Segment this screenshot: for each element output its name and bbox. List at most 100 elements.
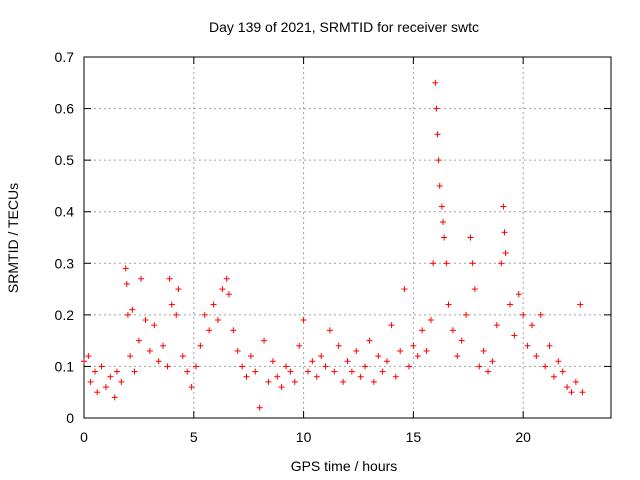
x-tick-labels: 0 5 10 15 20 bbox=[80, 429, 531, 445]
data-point bbox=[480, 347, 487, 354]
y-tick-labels: 0 0.1 0.2 0.3 0.4 0.5 0.6 0.7 bbox=[55, 49, 75, 426]
data-point bbox=[142, 317, 149, 324]
data-point bbox=[546, 342, 553, 349]
data-point bbox=[111, 394, 118, 401]
data-point bbox=[94, 389, 101, 396]
data-point bbox=[550, 373, 557, 380]
data-point bbox=[388, 322, 395, 329]
data-point bbox=[419, 327, 426, 334]
data-point bbox=[469, 260, 476, 267]
data-point bbox=[392, 373, 399, 380]
data-point bbox=[357, 373, 364, 380]
data-point bbox=[87, 378, 94, 385]
data-point bbox=[498, 260, 505, 267]
data-point bbox=[243, 373, 250, 380]
data-point bbox=[184, 368, 191, 375]
data-point bbox=[173, 311, 180, 318]
data-point bbox=[458, 337, 465, 344]
data-point bbox=[206, 327, 213, 334]
data-point bbox=[219, 286, 226, 293]
data-point bbox=[291, 378, 298, 385]
data-point bbox=[577, 301, 584, 308]
data-point bbox=[520, 311, 527, 318]
data-point bbox=[379, 368, 386, 375]
data-point bbox=[427, 317, 434, 324]
data-point bbox=[331, 368, 338, 375]
data-point bbox=[410, 342, 417, 349]
data-point bbox=[434, 131, 441, 138]
data-point bbox=[98, 363, 105, 370]
data-point bbox=[467, 234, 474, 241]
data-point bbox=[353, 347, 360, 354]
data-point bbox=[326, 327, 333, 334]
data-point bbox=[537, 311, 544, 318]
data-point bbox=[107, 373, 114, 380]
data-point bbox=[493, 322, 500, 329]
x-tick-label: 0 bbox=[80, 429, 88, 445]
data-point bbox=[287, 368, 294, 375]
data-point bbox=[489, 358, 496, 365]
data-point bbox=[423, 347, 430, 354]
data-point bbox=[435, 157, 442, 164]
data-point bbox=[283, 363, 290, 370]
data-point bbox=[166, 275, 173, 282]
data-point bbox=[454, 353, 461, 360]
y-tick-label: 0.5 bbox=[55, 152, 75, 168]
y-tick-label: 0.3 bbox=[55, 255, 75, 271]
data-point bbox=[555, 358, 562, 365]
data-point bbox=[500, 203, 507, 210]
data-point bbox=[252, 368, 259, 375]
data-point bbox=[440, 219, 447, 226]
data-point bbox=[300, 317, 307, 324]
data-point bbox=[304, 368, 311, 375]
data-point bbox=[445, 301, 452, 308]
data-point bbox=[129, 306, 136, 313]
data-point bbox=[572, 378, 579, 385]
data-point bbox=[528, 322, 535, 329]
data-point bbox=[506, 301, 513, 308]
data-point bbox=[164, 363, 171, 370]
data-point bbox=[179, 353, 186, 360]
data-point bbox=[463, 311, 470, 318]
data-point bbox=[138, 275, 145, 282]
data-point bbox=[135, 337, 142, 344]
axis-ticks bbox=[83, 56, 611, 419]
data-point bbox=[151, 322, 158, 329]
data-point bbox=[502, 249, 509, 256]
data-point bbox=[127, 353, 134, 360]
y-tick-label: 0 bbox=[66, 410, 74, 426]
data-points bbox=[81, 79, 586, 411]
data-point bbox=[85, 353, 92, 360]
data-point bbox=[118, 378, 125, 385]
data-point bbox=[414, 353, 421, 360]
data-point bbox=[375, 353, 382, 360]
data-point bbox=[449, 327, 456, 334]
data-point bbox=[146, 347, 153, 354]
data-point bbox=[239, 363, 246, 370]
data-point bbox=[384, 358, 391, 365]
data-point bbox=[501, 229, 508, 236]
data-point bbox=[340, 378, 347, 385]
data-point bbox=[322, 363, 329, 370]
data-point bbox=[168, 301, 175, 308]
data-point bbox=[438, 203, 445, 210]
data-point bbox=[124, 311, 131, 318]
data-point bbox=[362, 363, 369, 370]
data-point bbox=[230, 327, 237, 334]
data-point bbox=[476, 363, 483, 370]
data-point bbox=[192, 363, 199, 370]
data-point bbox=[485, 368, 492, 375]
data-point bbox=[405, 363, 412, 370]
y-tick-label: 0.2 bbox=[55, 307, 75, 323]
data-point bbox=[348, 368, 355, 375]
data-point bbox=[296, 342, 303, 349]
data-point bbox=[274, 373, 281, 380]
data-point bbox=[175, 286, 182, 293]
data-point bbox=[397, 347, 404, 354]
data-point bbox=[225, 291, 232, 298]
data-point bbox=[318, 353, 325, 360]
data-point bbox=[256, 404, 263, 411]
data-point bbox=[269, 358, 276, 365]
data-point bbox=[335, 342, 342, 349]
data-point bbox=[436, 182, 443, 189]
